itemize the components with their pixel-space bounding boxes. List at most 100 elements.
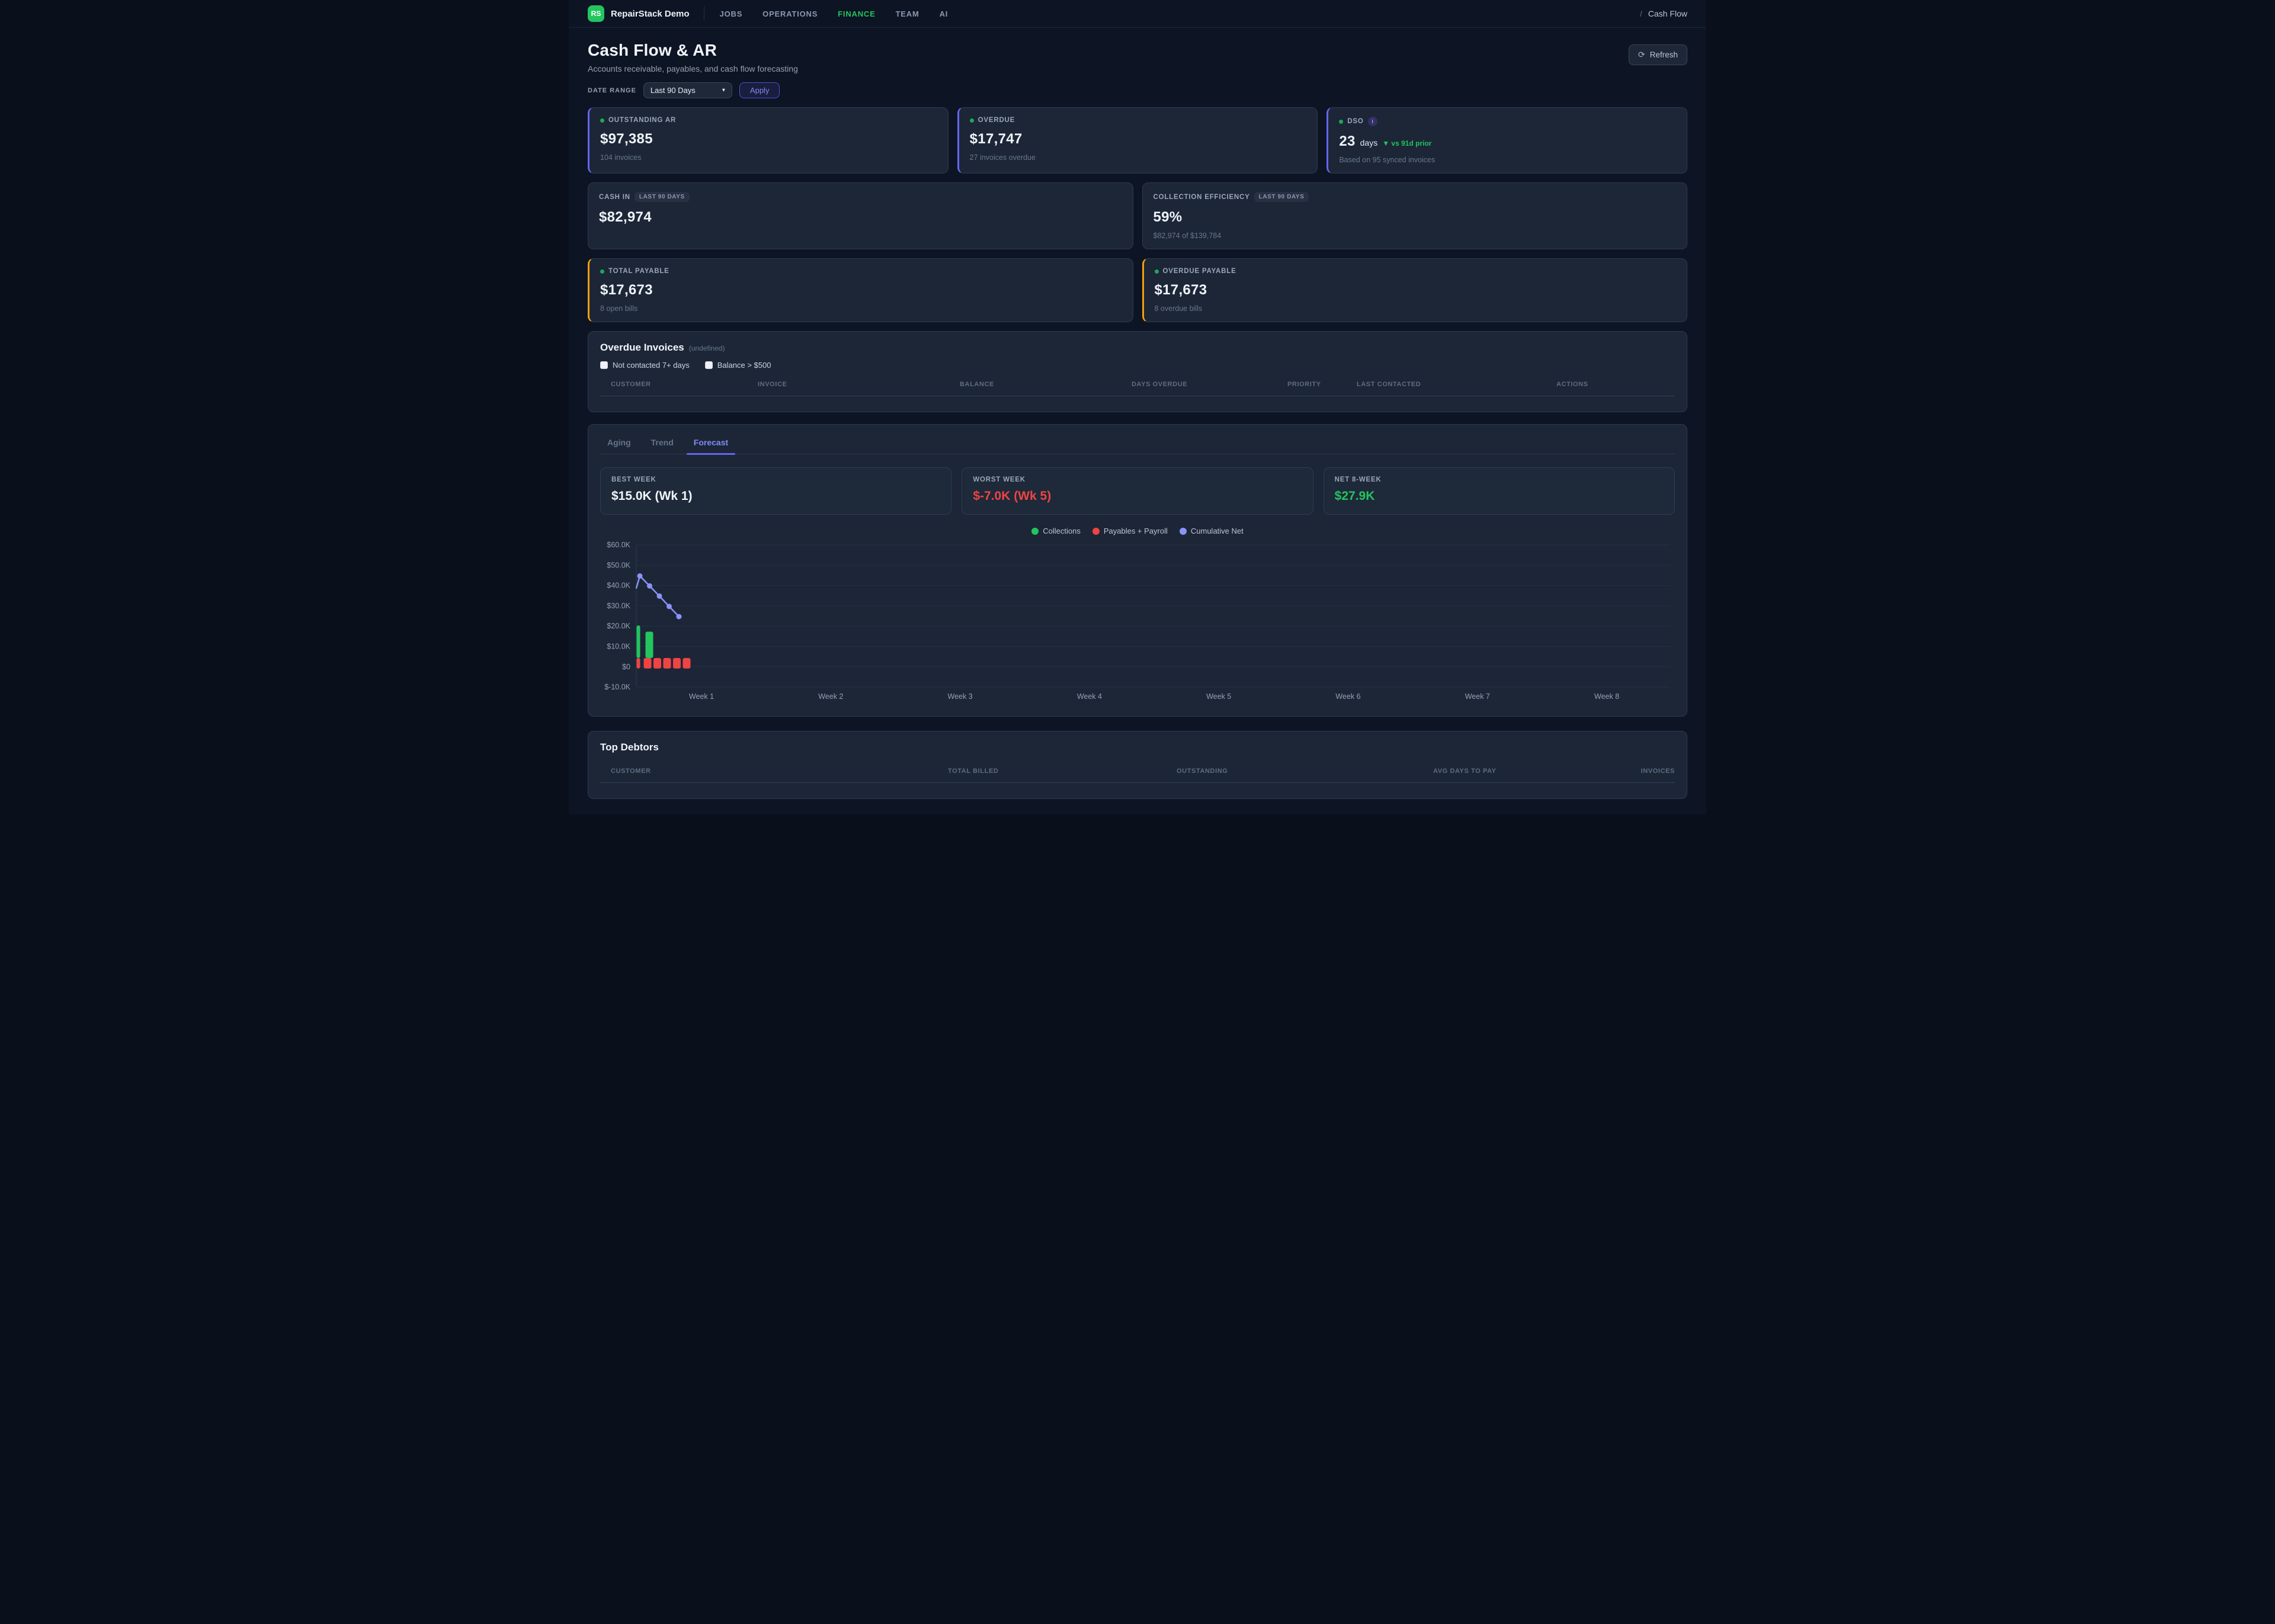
card-value: $15.0K (Wk 1) (611, 489, 693, 503)
apply-button[interactable]: Apply (739, 82, 780, 98)
svg-text:Week 8: Week 8 (1594, 692, 1619, 701)
card-value: $-7.0K (Wk 5) (973, 489, 1052, 503)
kpi-unit: days (1360, 138, 1378, 147)
nav-item-operations[interactable]: OPERATIONS (762, 9, 818, 18)
overdue-table-empty-body (600, 396, 1675, 412)
table-divider (600, 782, 1675, 783)
kpi-card-cash-in: CASH IN LAST 90 DAYS $82,974 (588, 182, 1133, 249)
svg-text:Week 7: Week 7 (1465, 692, 1490, 701)
debtors-table-header: CUSTOMER TOTAL BILLED OUTSTANDING AVG DA… (600, 768, 1675, 775)
kpi-card-overdue: OVERDUE $17,747 27 invoices overdue (957, 107, 1318, 174)
kpi-row-ar: OUTSTANDING AR $97,385 104 invoices OVER… (588, 107, 1687, 174)
kpi-label: TOTAL PAYABLE (608, 268, 669, 275)
kpi-label: OVERDUE PAYABLE (1162, 268, 1236, 275)
forecast-summary-row: BEST WEEK $15.0K (Wk 1) WORST WEEK $-7.0… (600, 467, 1675, 515)
kpi-subtext: 8 overdue bills (1154, 304, 1203, 313)
kpi-value: $82,974 (599, 209, 652, 225)
svg-text:Week 3: Week 3 (948, 692, 973, 701)
page-header: Cash Flow & AR Accounts receivable, paya… (588, 41, 1687, 73)
kpi-label: OUTSTANDING AR (608, 117, 677, 124)
overdue-invoices-section: Overdue Invoices (undefined) Not contact… (588, 331, 1687, 412)
nav-item-jobs[interactable]: JOBS (719, 9, 743, 18)
tab-aging[interactable]: Aging (607, 438, 631, 447)
legend-collections[interactable]: Collections (1031, 527, 1081, 535)
nav-links: JOBS OPERATIONS FINANCE TEAM AI (720, 9, 949, 18)
app-logo[interactable]: RS (588, 5, 604, 22)
svg-text:$10.0K: $10.0K (607, 643, 630, 651)
section-title-suffix: (undefined) (688, 344, 725, 352)
card-value: $27.9K (1334, 489, 1375, 503)
kpi-row-payable: TOTAL PAYABLE $17,673 8 open bills OVERD… (588, 258, 1687, 322)
svg-text:Week 2: Week 2 (818, 692, 843, 701)
filter-not-contacted[interactable]: Not contacted 7+ days (600, 361, 690, 370)
kpi-row-cash: CASH IN LAST 90 DAYS $82,974 COLLECTION … (588, 182, 1687, 249)
svg-text:$0: $0 (622, 663, 630, 671)
svg-text:$20.0K: $20.0K (607, 622, 630, 630)
info-icon[interactable]: i (1367, 117, 1377, 126)
column-header: AVG DAYS TO PAY (1433, 768, 1497, 775)
status-dot-icon (600, 269, 604, 274)
filter-balance-over-500[interactable]: Balance > $500 (704, 361, 771, 370)
date-range-select[interactable]: Last 90 Days ▾ (643, 82, 732, 98)
legend-payables-payroll[interactable]: Payables + Payroll (1092, 527, 1168, 535)
kpi-value: $17,747 (969, 131, 1023, 147)
kpi-value: 59% (1153, 209, 1183, 225)
column-header: TOTAL BILLED (948, 768, 999, 775)
column-header: CUSTOMER (611, 381, 651, 388)
legend-label: Collections (1043, 527, 1081, 535)
kpi-value: 23 (1339, 133, 1356, 149)
status-dot-icon (1339, 119, 1344, 124)
checkbox-icon[interactable] (600, 361, 608, 369)
section-title: Overdue Invoices (600, 342, 684, 353)
tab-forecast[interactable]: Forecast (686, 433, 736, 455)
column-header: INVOICES (1640, 768, 1675, 775)
checkbox-icon[interactable] (704, 361, 713, 369)
legend-label: Payables + Payroll (1103, 527, 1168, 535)
kpi-label: OVERDUE (978, 117, 1015, 124)
refresh-label: Refresh (1649, 50, 1678, 59)
svg-text:$50.0K: $50.0K (607, 561, 630, 569)
period-badge: LAST 90 DAYS (1254, 192, 1309, 202)
tab-bar: Aging Trend Forecast (600, 433, 1675, 455)
nav-item-team[interactable]: TEAM (895, 9, 919, 18)
status-dot-icon (1154, 269, 1159, 274)
nav-item-ai[interactable]: AI (939, 9, 949, 18)
date-range-value: Last 90 Days (650, 86, 696, 95)
checkbox-label: Balance > $500 (717, 361, 771, 370)
column-header: PRIORITY (1287, 381, 1321, 388)
section-title: Top Debtors (600, 742, 659, 753)
chart-legend: Collections Payables + Payroll Cumulativ… (600, 527, 1675, 535)
brand-name: RepairStack Demo (611, 8, 690, 19)
forecast-chart-svg: $60.0K $50.0K $40.0K $30.0K $20.0K $10.0K $0 $-… (604, 541, 1670, 701)
kpi-card-collection-efficiency: COLLECTION EFFICIENCY LAST 90 DAYS 59% $… (1142, 182, 1687, 249)
svg-text:$30.0K: $30.0K (607, 602, 630, 610)
kpi-label: CASH IN (599, 193, 630, 201)
page-title: Cash Flow & AR (588, 41, 717, 59)
column-header: DAYS OVERDUE (1132, 381, 1188, 388)
status-dot-icon (969, 118, 974, 123)
net-8-week-card: NET 8-WEEK $27.9K (1323, 467, 1675, 515)
checkbox-label: Not contacted 7+ days (613, 361, 690, 370)
kpi-subtext: Based on 95 synced invoices (1339, 156, 1436, 164)
top-debtors-section: Top Debtors CUSTOMER TOTAL BILLED OUTSTA… (588, 731, 1687, 799)
chevron-down-icon: ▾ (722, 87, 725, 94)
kpi-card-overdue-payable: OVERDUE PAYABLE $17,673 8 overdue bills (1142, 258, 1687, 322)
kpi-card-outstanding-ar: OUTSTANDING AR $97,385 104 invoices (588, 107, 949, 174)
legend-cumulative-net[interactable]: Cumulative Net (1179, 527, 1244, 535)
legend-dot-icon (1031, 527, 1039, 535)
legend-label: Cumulative Net (1190, 527, 1244, 535)
refresh-button[interactable]: ⟳ Refresh (1628, 44, 1687, 65)
svg-text:$60.0K: $60.0K (607, 541, 630, 549)
nav-item-finance[interactable]: FINANCE (838, 9, 876, 18)
card-label: WORST WEEK (973, 476, 1026, 483)
period-badge: LAST 90 DAYS (634, 192, 690, 202)
kpi-label: COLLECTION EFFICIENCY (1153, 193, 1250, 201)
debtors-table-empty-body (600, 783, 1675, 798)
kpi-subtext: 104 invoices (600, 153, 642, 162)
card-label: NET 8-WEEK (1334, 476, 1382, 483)
column-header: ACTIONS (1556, 381, 1588, 388)
page-subtitle: Accounts receivable, payables, and cash … (588, 64, 798, 73)
tab-trend[interactable]: Trend (651, 438, 674, 447)
kpi-value: $17,673 (600, 282, 653, 298)
analysis-section: Aging Trend Forecast BEST WEEK $15.0K (W… (588, 424, 1687, 717)
